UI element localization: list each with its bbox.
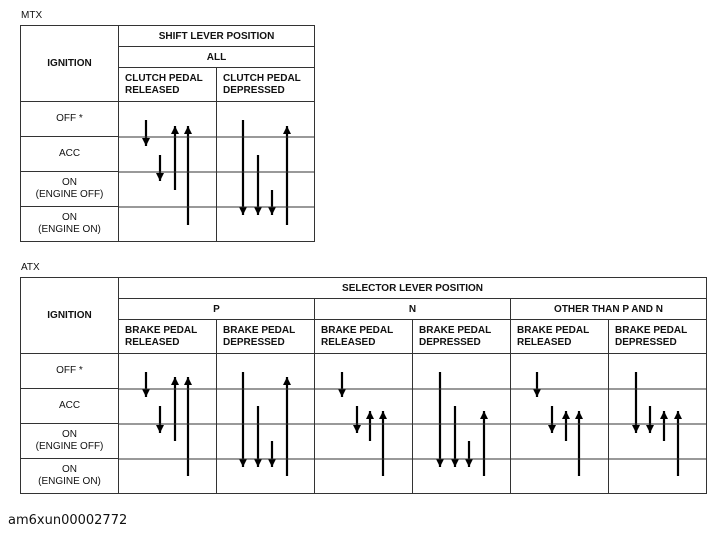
atx-row-acc-text: ACC [58, 400, 81, 411]
mtx-col2-line1: CLUTCH PEDAL [223, 72, 301, 84]
atx-row-on1-sub: (ENGINE OFF) [35, 441, 104, 452]
mtx-table: IGNITION SHIFT LEVER POSITION ALL CLUTCH… [20, 25, 316, 242]
mtx-ignition-header: IGNITION [20, 25, 119, 102]
atx-col-p-depressed: BRAKE PEDAL DEPRESSED [216, 319, 315, 354]
atx-other-depressed-cell [607, 353, 708, 494]
atx-title: ATX [21, 262, 40, 273]
mtx-row-on-engine-on: ON (ENGINE ON) [20, 206, 119, 242]
mtx-row-on2-text: ON [62, 212, 77, 223]
atx-selector-lever-header: SELECTOR LEVER POSITION [117, 277, 708, 299]
atx-n-released-cell [314, 353, 413, 494]
atx-col-label: BRAKE PEDAL [615, 324, 688, 336]
mtx-title: MTX [21, 10, 43, 21]
mtx-row-on-engine-off: ON (ENGINE OFF) [20, 171, 119, 207]
mtx-col1-line1: CLUTCH PEDAL [125, 72, 203, 84]
atx-group-p: P [118, 298, 315, 320]
mtx-row-acc: ACC [20, 136, 119, 172]
mtx-col2-line2: DEPRESSED [223, 84, 285, 96]
atx-row-on-engine-off: ON (ENGINE OFF) [20, 423, 119, 459]
atx-row-off-text: OFF * [56, 365, 83, 376]
mtx-row-off: OFF * [20, 101, 119, 137]
atx-col-n-depressed: BRAKE PEDAL DEPRESSED [412, 319, 511, 354]
atx-col-label: DEPRESSED [419, 336, 481, 348]
atx-row-on-engine-on: ON (ENGINE ON) [20, 458, 119, 494]
mtx-col-clutch-depressed: CLUTCH PEDAL DEPRESSED [215, 67, 316, 102]
mtx-row-acc-text: ACC [58, 148, 81, 159]
mtx-released-cell [118, 101, 217, 242]
atx-col-label: RELEASED [125, 336, 180, 348]
atx-p-depressed-cell [216, 353, 315, 494]
atx-col-label: RELEASED [517, 336, 572, 348]
atx-col-label: BRAKE PEDAL [223, 324, 296, 336]
atx-table: IGNITION SELECTOR LEVER POSITION P N OTH… [20, 277, 708, 494]
mtx-row-on1-text: ON [62, 177, 77, 188]
mtx-depressed-cell [215, 101, 316, 242]
atx-row-off: OFF * [20, 353, 119, 389]
mtx-shift-lever-header: SHIFT LEVER POSITION [117, 25, 316, 47]
atx-col-label: BRAKE PEDAL [125, 324, 198, 336]
atx-group-other: OTHER THAN P AND N [509, 298, 708, 320]
atx-other-released-cell [510, 353, 609, 494]
mtx-row-on2-sub: (ENGINE ON) [38, 224, 101, 235]
atx-group-n: N [314, 298, 511, 320]
mtx-row-off-text: OFF * [56, 113, 83, 124]
mtx-col1-line2: RELEASED [125, 84, 180, 96]
atx-col-label: BRAKE PEDAL [321, 324, 394, 336]
atx-col-n-released: BRAKE PEDAL RELEASED [314, 319, 413, 354]
atx-n-depressed-cell [412, 353, 511, 494]
atx-col-label: DEPRESSED [223, 336, 285, 348]
atx-ignition-header: IGNITION [20, 277, 119, 354]
atx-col-label: RELEASED [321, 336, 376, 348]
atx-col-label: DEPRESSED [615, 336, 677, 348]
mtx-all-header: ALL [117, 46, 316, 68]
atx-p-released-cell [118, 353, 217, 494]
atx-row-on1-text: ON [62, 429, 77, 440]
atx-row-acc: ACC [20, 388, 119, 424]
atx-col-other-depressed: BRAKE PEDAL DEPRESSED [607, 319, 708, 354]
atx-col-p-released: BRAKE PEDAL RELEASED [118, 319, 217, 354]
atx-row-on2-sub: (ENGINE ON) [38, 476, 101, 487]
mtx-col-clutch-released: CLUTCH PEDAL RELEASED [118, 67, 217, 102]
atx-col-other-released: BRAKE PEDAL RELEASED [510, 319, 609, 354]
atx-col-label: BRAKE PEDAL [419, 324, 492, 336]
atx-row-on2-text: ON [62, 464, 77, 475]
figure-id-caption: am6xun00002772 [8, 513, 128, 528]
mtx-row-on1-sub: (ENGINE OFF) [35, 189, 104, 200]
atx-col-label: BRAKE PEDAL [517, 324, 590, 336]
